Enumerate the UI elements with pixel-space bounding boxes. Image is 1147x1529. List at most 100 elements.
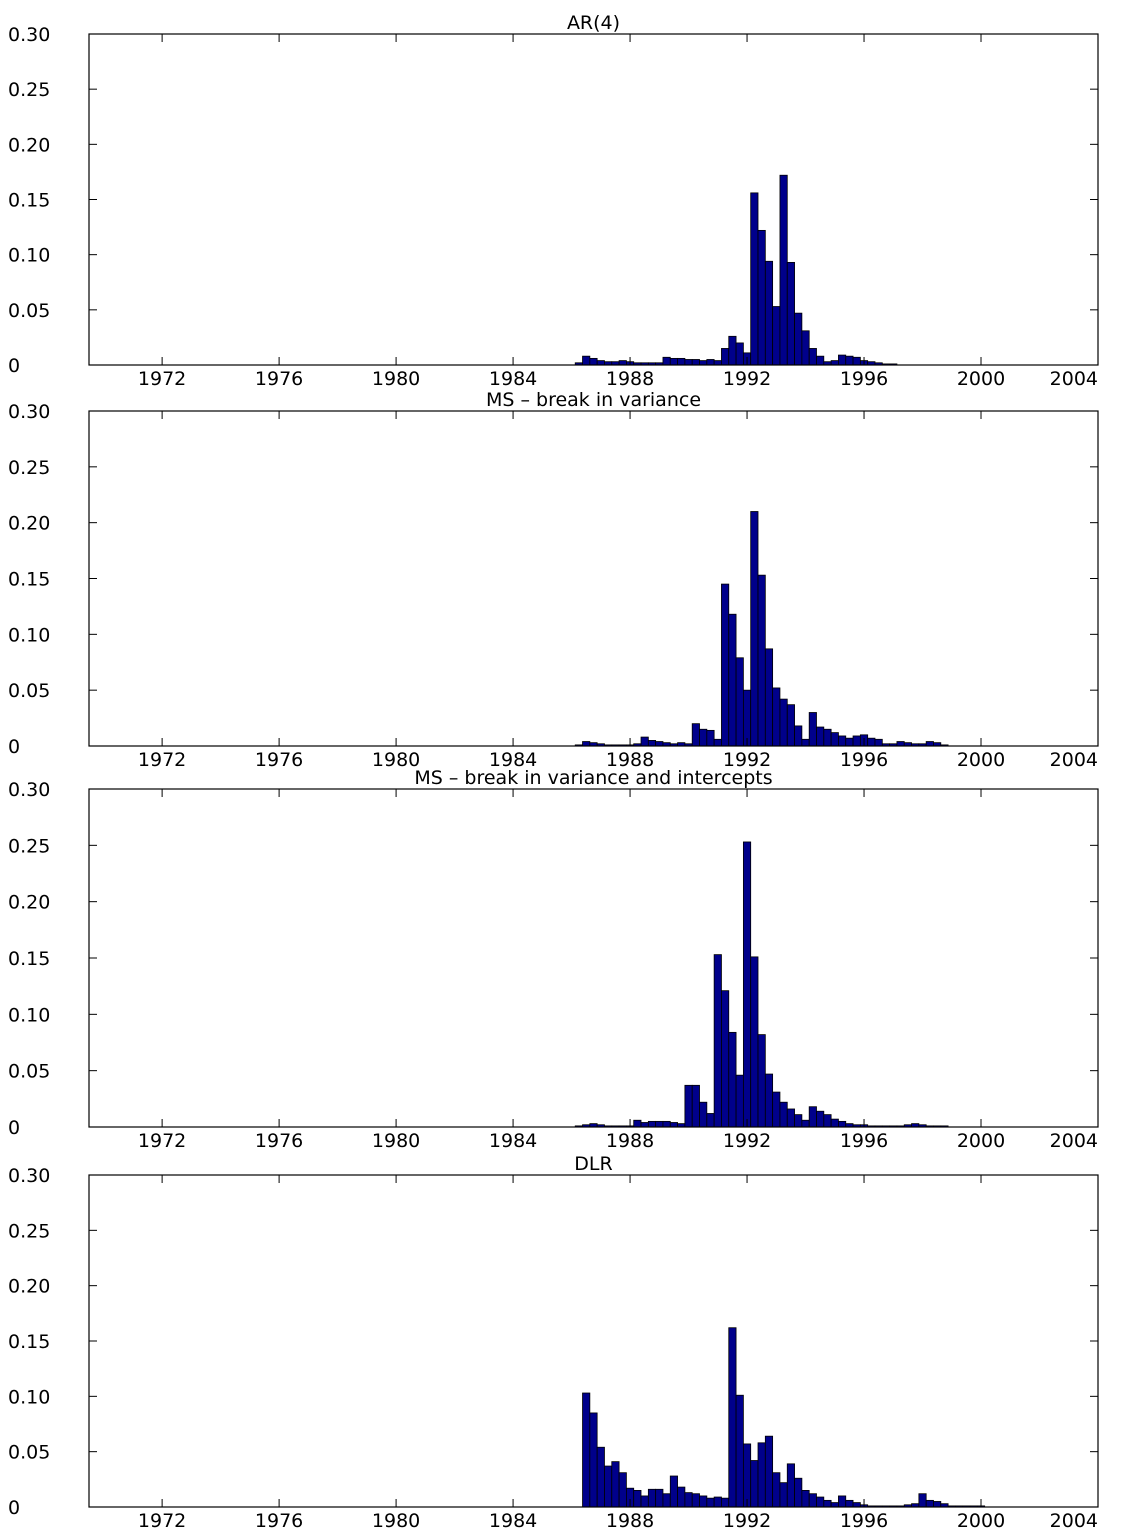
bar	[640, 736, 649, 747]
bar	[640, 1495, 649, 1508]
x-tick-label: 1980	[372, 1510, 420, 1529]
bar	[750, 956, 759, 1128]
bar	[786, 261, 795, 366]
bar	[852, 735, 861, 747]
x-tick-label: 1984	[489, 1510, 537, 1529]
bar	[816, 1110, 825, 1128]
y-tick-label: 0.05	[8, 1061, 50, 1083]
x-tick-label: 1980	[372, 368, 420, 390]
bar	[713, 954, 722, 1128]
bar	[735, 342, 744, 366]
x-tick-label: 1980	[372, 1130, 420, 1152]
x-tick-label: 1976	[255, 1130, 303, 1152]
x-tick-label: 1996	[840, 1510, 888, 1529]
bar	[830, 360, 839, 366]
bar	[925, 741, 934, 747]
bar	[867, 737, 876, 747]
bar	[662, 1120, 671, 1128]
bar	[589, 357, 598, 366]
y-tick-label: 0.05	[8, 680, 50, 702]
x-tick-label: 1988	[606, 1130, 654, 1152]
bar	[896, 741, 905, 747]
bar	[801, 1490, 810, 1508]
bar	[662, 1493, 671, 1508]
bar	[742, 1443, 752, 1508]
y-tick-label: 0.20	[8, 134, 50, 156]
bar	[779, 698, 788, 747]
bar	[684, 359, 693, 366]
x-tick-label: 1976	[255, 1510, 303, 1529]
x-tick-label: 1984	[489, 749, 537, 771]
bar	[647, 1488, 657, 1508]
bar	[582, 1392, 591, 1508]
x-tick-label: 2000	[957, 368, 1005, 390]
bar	[699, 1101, 708, 1128]
bar	[677, 1486, 686, 1508]
bar	[808, 1106, 817, 1128]
bar	[823, 728, 832, 747]
bar	[669, 357, 678, 366]
bar	[640, 1122, 649, 1128]
x-tick-label: 1984	[489, 1130, 537, 1152]
bar	[742, 689, 752, 747]
bar	[735, 1074, 744, 1128]
y-tick-label: 0.10	[8, 624, 50, 646]
x-tick-label: 1976	[255, 749, 303, 771]
bar	[794, 312, 803, 366]
bar	[816, 355, 825, 366]
x-tick-label: 1996	[840, 368, 888, 390]
x-tick-label: 1972	[138, 368, 186, 390]
x-tick-label: 2000	[957, 749, 1005, 771]
bar	[772, 687, 781, 747]
bar	[845, 1499, 854, 1508]
bar	[786, 704, 795, 747]
x-tick-label: 1972	[138, 1130, 186, 1152]
y-tick-label: 0.25	[8, 1220, 50, 1242]
bar	[728, 335, 737, 366]
bar	[779, 1101, 788, 1128]
x-tick-label: 1988	[606, 1510, 654, 1529]
x-tick-label: 1972	[138, 749, 186, 771]
x-tick-label: 1992	[723, 1510, 771, 1529]
bar	[845, 355, 854, 366]
bar	[582, 355, 591, 366]
bar	[611, 1461, 620, 1508]
x-tick-label: 1976	[255, 368, 303, 390]
bar	[794, 1114, 803, 1128]
y-tick-label: 0.10	[8, 1386, 50, 1408]
bar	[589, 1412, 598, 1508]
bar	[728, 613, 737, 747]
chart-title: DLR	[574, 1153, 612, 1175]
chart-title: MS – break in variance	[486, 389, 701, 411]
bar	[816, 726, 825, 747]
bar	[669, 1122, 678, 1128]
bar	[706, 1113, 715, 1128]
bar	[713, 1496, 722, 1508]
x-tick-label: 2004	[1050, 1130, 1098, 1152]
bar	[757, 1442, 766, 1508]
bar	[706, 359, 715, 366]
bar	[618, 360, 627, 366]
bar	[721, 990, 730, 1128]
y-tick-label: 0.30	[8, 779, 50, 801]
bar	[852, 1502, 861, 1508]
y-tick-label: 0.20	[8, 513, 50, 535]
bar	[647, 1120, 657, 1128]
bar	[925, 1499, 934, 1508]
bar	[604, 1465, 613, 1508]
bar	[735, 657, 744, 747]
bar	[757, 229, 766, 366]
bar	[647, 740, 657, 747]
axes-frame	[88, 410, 1099, 747]
bar	[838, 1495, 847, 1508]
bar	[735, 1394, 744, 1508]
bar	[713, 738, 722, 747]
bar	[794, 1477, 803, 1508]
bar	[728, 1031, 737, 1128]
axes-frame	[88, 788, 1099, 1128]
bar	[757, 574, 766, 747]
bar	[757, 1034, 766, 1128]
bar	[750, 1460, 759, 1508]
x-tick-label: 1996	[840, 749, 888, 771]
